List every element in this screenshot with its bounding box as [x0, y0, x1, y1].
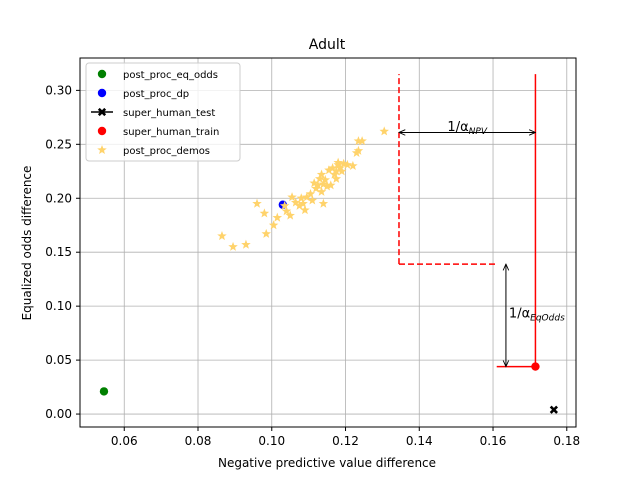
x-axis-label: Negative predictive value difference [218, 456, 436, 470]
point-post-proc-demos-30 [324, 165, 334, 175]
annotation-label-subscript-4: NPV [469, 127, 488, 137]
legend-marker-post-proc-demos [97, 145, 107, 155]
legend-box [85, 62, 241, 162]
point-post-proc-demos-4 [259, 208, 270, 218]
x-tick-label-6: 0.18 [553, 434, 580, 448]
point-post-proc-demos-14 [296, 193, 307, 203]
legend-marker-post-proc-dp [97, 88, 107, 98]
point-post-proc-demos-0 [217, 231, 227, 241]
legend-label-post-proc-demos: post_proc_demos [123, 146, 210, 157]
chart-title: Adult [309, 37, 346, 53]
point-post-proc-demos-41 [342, 159, 353, 169]
point-post-proc-demos-28 [320, 174, 330, 184]
point-post-proc-demos-24 [316, 169, 327, 179]
point-super-human-test-0 [549, 405, 558, 414]
point-post-proc-demos-23 [314, 173, 325, 183]
point-post-proc-demos-18 [305, 188, 316, 198]
annotation-label-5: 1/αEqOdds [509, 307, 565, 324]
x-tick-label-3: 0.12 [332, 434, 359, 448]
point-post-proc-demos-12 [290, 197, 301, 207]
point-super-human-train-0 [531, 362, 540, 371]
legend-label-super-human-train: super_human_train [123, 127, 219, 138]
point-post-proc-demos-10 [285, 210, 295, 220]
point-post-proc-demos-20 [309, 178, 319, 188]
legend: post_proc_eq_odds post_proc_dp super_human… [85, 62, 241, 162]
point-post-proc-demos-6 [268, 220, 279, 230]
legend-label-post-proc-dp: post_proc_dp [123, 89, 189, 100]
y-tick-label-2: 0.10 [45, 299, 72, 313]
point-post-proc-demos-37 [333, 157, 343, 167]
legend-marker-super-human-train [97, 126, 107, 136]
plot-frame [79, 57, 577, 428]
point-post-proc-demos-7 [272, 212, 283, 222]
point-post-proc-demos-47 [379, 126, 389, 136]
point-post-proc-demos-11 [287, 192, 297, 202]
x-tick-label-4: 0.14 [406, 434, 433, 448]
point-post-proc-demos-31 [326, 180, 336, 190]
point-post-proc-demos-17 [302, 192, 312, 202]
point-post-proc-demos-1 [228, 241, 238, 251]
y-tick-label-1: 0.05 [45, 353, 72, 367]
point-post-proc-demos-27 [318, 198, 329, 208]
point-post-proc-demos-32 [327, 163, 338, 173]
legend-label-super-human-test: super_human_test [123, 108, 215, 119]
point-post-proc-demos-15 [298, 198, 308, 208]
point-post-proc-demos-46 [357, 136, 367, 146]
point-post-proc-demos-13 [294, 200, 305, 210]
legend-label-post-proc-eq-odds: post_proc_eq_odds [123, 70, 218, 81]
annotation-label-4: 1/αNPV [447, 120, 487, 137]
point-post-proc-demos-44 [353, 145, 364, 155]
point-post-proc-demos-34 [331, 166, 342, 176]
point-post-proc-demos-2 [241, 239, 251, 249]
point-post-proc-demos-5 [261, 228, 271, 238]
point-post-proc-demos-9 [281, 206, 292, 216]
point-post-proc-demos-38 [335, 163, 345, 173]
annotation-label-subscript-5: EqOdds [530, 314, 565, 324]
annotation-label-main-5: 1/α [509, 307, 530, 322]
point-post-proc-demos-25 [316, 186, 327, 196]
point-post-proc-demos-42 [348, 160, 358, 170]
x-tick-label-1: 0.08 [185, 434, 212, 448]
point-post-proc-demos-3 [252, 198, 262, 208]
legend-marker-super-human-test [97, 107, 107, 117]
point-post-proc-demos-26 [318, 179, 329, 189]
point-post-proc-demos-45 [353, 136, 364, 146]
y-axis-label: Equalized odds difference [20, 166, 34, 321]
legend-marker-post-proc-eq-odds [97, 69, 107, 79]
x-tick-label-5: 0.16 [480, 434, 507, 448]
y-tick-label-0: 0.00 [45, 407, 72, 421]
point-post-proc-eq-odds-0 [99, 387, 109, 396]
annotation-label-main-4: 1/α [447, 120, 468, 135]
y-tick-label-3: 0.15 [45, 245, 72, 259]
x-tick-label-2: 0.10 [258, 434, 285, 448]
point-post-proc-demos-19 [307, 195, 318, 205]
point-post-proc-demos-8 [279, 200, 290, 210]
point-post-proc-demos-16 [300, 205, 310, 215]
y-tick-label-5: 0.25 [45, 137, 72, 151]
y-tick-label-4: 0.20 [45, 191, 72, 205]
point-post-proc-demos-29 [322, 181, 332, 191]
x-tick-label-0: 0.06 [111, 434, 138, 448]
point-post-proc-demos-22 [313, 180, 323, 190]
y-tick-label-6: 0.30 [45, 83, 72, 97]
point-post-proc-demos-39 [337, 166, 347, 176]
point-post-proc-demos-35 [331, 173, 342, 183]
